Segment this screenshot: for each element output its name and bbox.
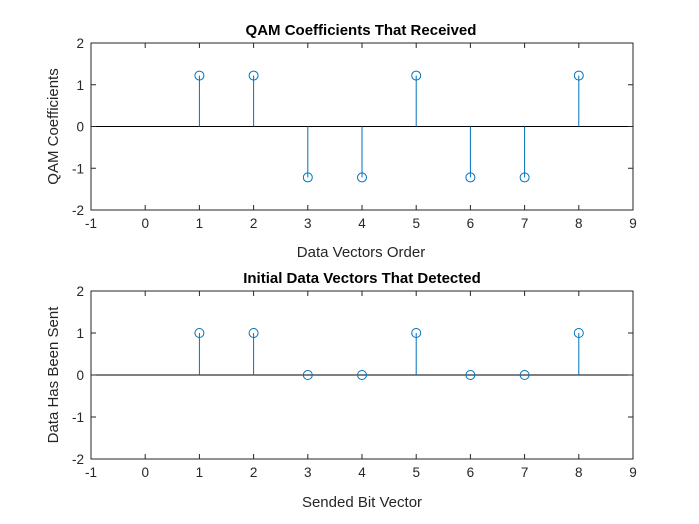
x-tick-label: 8	[575, 216, 583, 231]
y-tick-label: 2	[76, 36, 84, 51]
y-tick-label: -1	[72, 161, 84, 176]
x-tick-label: 6	[467, 216, 475, 231]
y-tick-label: 0	[76, 120, 84, 135]
x-tick-label: 5	[412, 216, 420, 231]
stem-marker	[411, 328, 422, 338]
stem-marker	[248, 328, 259, 338]
x-tick-label: -1	[85, 216, 97, 231]
x-tick-label: 5	[412, 465, 420, 480]
y-axis-label: Data Has Been Sent	[45, 306, 62, 444]
x-tick-label: 8	[575, 465, 583, 480]
y-axis-label: QAM Coefficients	[45, 68, 62, 184]
x-tick-label: 3	[304, 216, 312, 231]
stem-marker	[519, 370, 530, 380]
stem-marker	[302, 172, 313, 183]
x-tick-label: 0	[141, 465, 149, 480]
y-axis-ticks: -2 -1 0 1 2	[72, 284, 633, 467]
stem-marker	[465, 370, 476, 380]
x-tick-label: 1	[196, 465, 204, 480]
stem-series	[194, 70, 584, 183]
x-tick-label: 3	[304, 465, 312, 480]
stem-marker	[194, 70, 205, 81]
stem-marker	[573, 328, 584, 338]
stem-marker	[302, 370, 313, 380]
y-tick-label: 0	[76, 368, 84, 383]
x-tick-label: 0	[141, 216, 149, 231]
x-tick-label: 4	[358, 216, 366, 231]
stem-marker	[248, 70, 259, 81]
stem-marker	[357, 172, 367, 183]
stem-marker	[411, 70, 422, 81]
x-tick-label: -1	[85, 465, 97, 480]
stem-marker	[519, 172, 530, 183]
x-tick-label: 7	[521, 216, 529, 231]
x-tick-label: 7	[521, 465, 529, 480]
stem-marker	[357, 370, 367, 380]
stem-marker	[194, 328, 205, 338]
x-tick-label: 9	[629, 465, 637, 480]
x-axis-ticks: -1 0 1 2 3 4 5 6 7 8 9	[85, 43, 637, 231]
chart-title: QAM Coefficients That Received	[246, 22, 477, 39]
x-axis-label: Sended Bit Vector	[302, 494, 422, 511]
y-axis-ticks: -2 -1 0 1 2	[72, 36, 633, 218]
x-tick-label: 9	[629, 216, 637, 231]
x-tick-label: 2	[250, 465, 258, 480]
y-tick-label: -2	[72, 203, 84, 218]
x-tick-label: 6	[467, 465, 475, 480]
y-tick-label: 2	[76, 284, 84, 299]
chart-title: Initial Data Vectors That Detected	[243, 270, 481, 287]
subplot-top: QAM Coefficients That Received -1 0 1 2 3 4 5 6…	[45, 22, 637, 261]
y-tick-label: 1	[76, 78, 84, 93]
x-tick-label: 1	[196, 216, 204, 231]
x-tick-label: 2	[250, 216, 258, 231]
stem-marker	[465, 172, 476, 183]
stem-series	[194, 328, 584, 380]
y-tick-label: -1	[72, 410, 84, 425]
y-tick-label: 1	[76, 326, 84, 341]
x-tick-label: 4	[358, 465, 366, 480]
y-tick-label: -2	[72, 452, 84, 467]
x-axis-label: Data Vectors Order	[297, 244, 425, 261]
subplot-bottom: Initial Data Vectors That Detected -1 0 1 2…	[45, 270, 637, 511]
stem-marker	[573, 70, 584, 81]
x-axis-ticks: -1 0 1 2 3 4 5 6 7 8 9	[85, 291, 637, 480]
